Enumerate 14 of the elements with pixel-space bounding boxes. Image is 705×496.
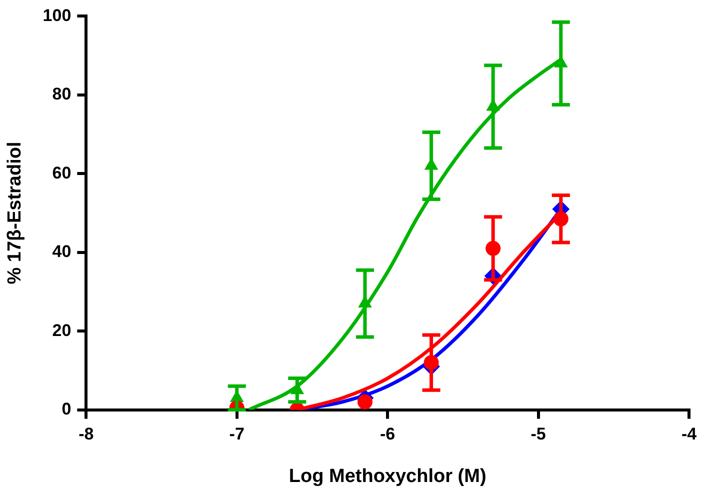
x-tick-label: -8 [78,424,94,444]
x-axis-title: Log Methoxychlor (M) [288,466,486,487]
x-tick-label: -6 [380,424,396,444]
point [357,394,372,410]
x-tick-label: -7 [229,424,244,444]
x-tick-label: -5 [530,424,546,444]
y-axis-title: % 17β-Estradiol [4,142,26,284]
y-tick-label: 40 [52,242,72,262]
y-tick-label: 60 [52,163,72,182]
y-tick-label: 0 [62,399,72,418]
y-tick-label: 20 [52,320,72,340]
y-tick-label: 80 [52,84,72,104]
x-tick-label: -4 [681,424,698,444]
y-tick-label: 100 [42,6,72,25]
